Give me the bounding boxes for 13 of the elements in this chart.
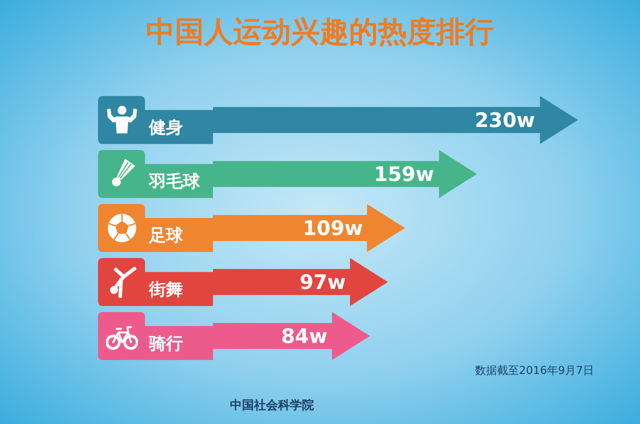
data-label: 159w [374,162,434,186]
annotation: 数据截至2016年9月7日 [475,364,594,377]
chart-title: 中国人运动兴趣的热度排行 [146,14,494,48]
y-tick-label: 骑行 [148,334,183,354]
y-tick-label: 羽毛球 [148,172,201,192]
data-label: 84w [281,324,328,348]
data-label: 97w [300,270,346,294]
text: 中国社会科学院 [230,398,314,412]
data-label: 109w [302,216,363,240]
y-tick-label: 足球 [148,226,184,246]
y-tick-label: 健身 [148,118,183,138]
y-tick-label: 街舞 [148,280,183,300]
data-label: 230w [474,108,535,132]
